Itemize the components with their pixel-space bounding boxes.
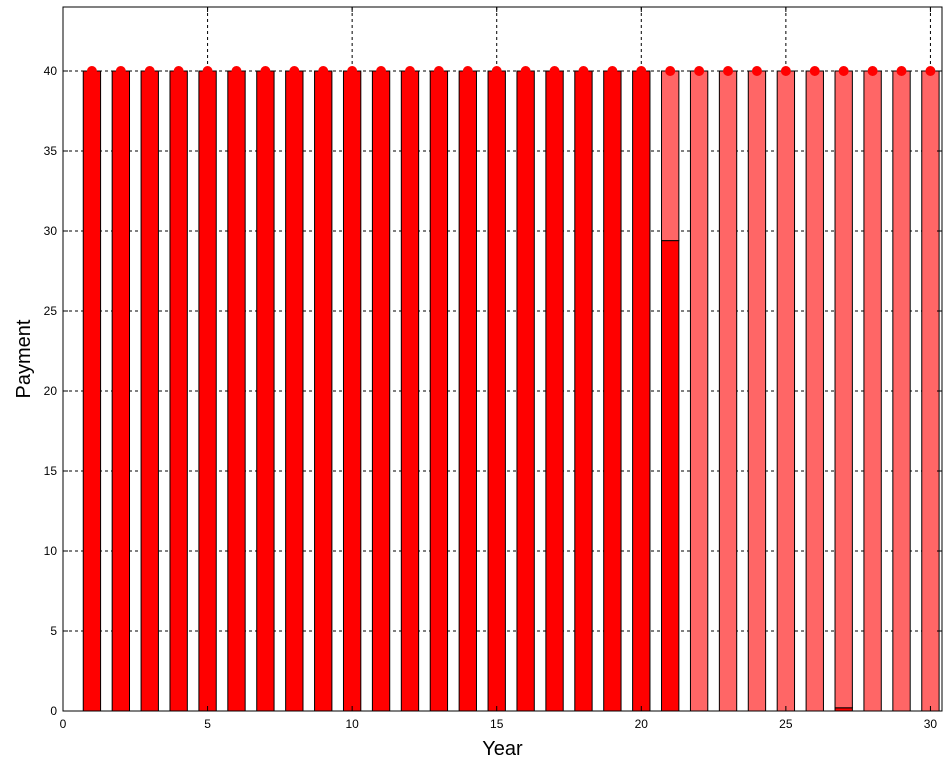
bar-segment-2 xyxy=(776,70,796,712)
y-tick-label: 10 xyxy=(44,544,58,558)
data-point-marker xyxy=(607,66,618,76)
ticks: 0 5 10 15 20 25 30 0 5 10 15 20 25 30 35 40 xyxy=(44,7,942,731)
data-point-marker xyxy=(867,66,878,76)
x-tick-label: 25 xyxy=(779,717,793,731)
x-tick-label: 30 xyxy=(924,717,938,731)
data-point-marker xyxy=(289,66,300,76)
bar-segment-1 xyxy=(314,70,333,712)
bar-segment-1 xyxy=(198,70,217,712)
bar-segment-1 xyxy=(487,70,506,712)
bar-segment-1 xyxy=(632,70,651,712)
data-point-marker xyxy=(462,66,473,76)
y-tick-label: 0 xyxy=(50,704,57,718)
data-point-marker xyxy=(520,66,531,76)
data-point-marker xyxy=(549,66,560,76)
y-tick-label: 35 xyxy=(44,144,58,158)
x-tick-label: 15 xyxy=(490,717,504,731)
y-tick-label: 25 xyxy=(44,304,58,318)
bar-segment-2 xyxy=(805,70,824,712)
data-point-marker xyxy=(115,66,126,76)
data-point-marker xyxy=(173,66,184,76)
data-point-marker xyxy=(838,66,849,76)
bar-segment-1 xyxy=(603,70,622,712)
bar-segment-1 xyxy=(371,70,391,712)
bar-segment-1 xyxy=(516,70,535,712)
bar-segment-2 xyxy=(718,70,738,712)
bar-segment-2 xyxy=(921,70,940,712)
data-point-marker xyxy=(376,66,387,76)
bar-segment-1 xyxy=(227,70,246,712)
y-tick-label: 5 xyxy=(50,624,57,638)
data-point-marker xyxy=(578,66,589,76)
bar-segment-2 xyxy=(834,70,853,709)
data-point-marker xyxy=(723,66,734,76)
bar-segment-1 xyxy=(111,70,131,712)
x-tick-label: 20 xyxy=(635,717,649,731)
data-point-marker xyxy=(404,66,415,76)
data-point-marker xyxy=(809,66,820,76)
bar-segment-1 xyxy=(661,240,680,712)
bar-segment-1 xyxy=(169,70,188,712)
bar-segment-2 xyxy=(661,70,680,242)
x-tick-label: 5 xyxy=(204,717,211,731)
data-point-marker xyxy=(925,66,936,76)
data-point-marker xyxy=(636,66,647,76)
bar-segment-1 xyxy=(342,70,362,712)
data-point-marker xyxy=(665,66,676,76)
data-point-marker xyxy=(318,66,329,76)
x-tick-label: 0 xyxy=(60,717,67,731)
y-tick-label: 30 xyxy=(44,224,58,238)
y-axis-label: Payment xyxy=(13,319,35,398)
bar-segment-2 xyxy=(892,70,911,712)
y-tick-label: 40 xyxy=(44,64,58,78)
x-axis-label: Year xyxy=(482,738,523,760)
bar-segment-1 xyxy=(545,70,564,712)
data-point-marker xyxy=(751,66,762,76)
markers xyxy=(86,66,936,76)
data-point-marker xyxy=(231,66,242,76)
data-point-marker xyxy=(260,66,271,76)
data-point-marker xyxy=(694,66,705,76)
data-point-marker xyxy=(433,66,444,76)
bar-segment-1 xyxy=(429,70,449,712)
bar-segment-2 xyxy=(863,70,882,712)
data-point-marker xyxy=(491,66,502,76)
bar-segment-1 xyxy=(400,70,420,712)
plot-frame xyxy=(62,6,943,712)
x-tick-label: 10 xyxy=(345,717,359,731)
bar-segment-1 xyxy=(458,70,477,712)
y-tick-label: 20 xyxy=(44,384,58,398)
bar-segment-1 xyxy=(285,70,304,712)
bar-segment-1 xyxy=(574,70,593,712)
bar-segment-1 xyxy=(82,70,102,712)
y-tick-label: 15 xyxy=(44,464,58,478)
data-point-marker xyxy=(144,66,155,76)
data-point-marker xyxy=(896,66,907,76)
bar-segment-2 xyxy=(689,70,709,712)
data-point-marker xyxy=(202,66,213,76)
data-point-marker xyxy=(780,66,791,76)
bar-segment-1 xyxy=(256,70,275,712)
bar-segment-1 xyxy=(140,70,159,712)
bar-segment-2 xyxy=(747,70,767,712)
data-point-marker xyxy=(86,66,97,76)
data-point-marker xyxy=(347,66,358,76)
bars xyxy=(82,70,940,712)
